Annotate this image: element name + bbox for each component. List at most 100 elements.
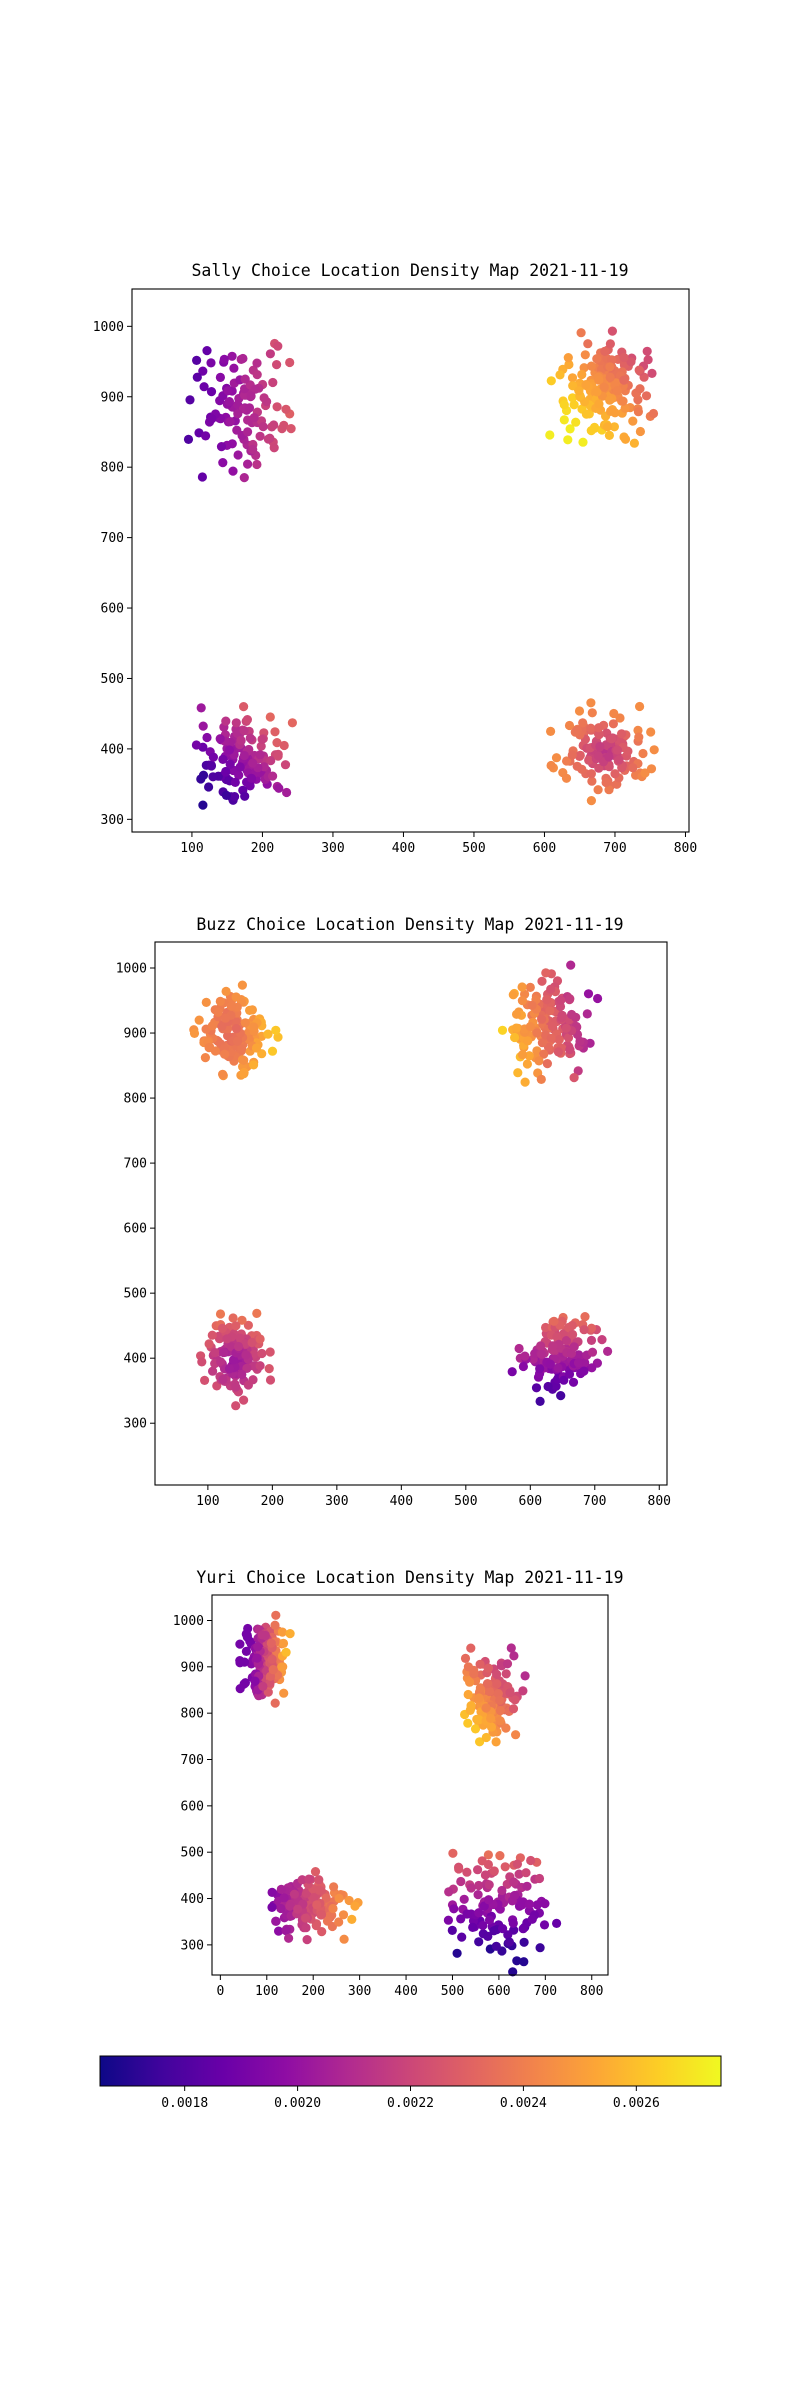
- data-point: [594, 399, 604, 409]
- data-point: [521, 1868, 531, 1878]
- data-point: [268, 771, 278, 781]
- data-point: [474, 1937, 484, 1947]
- y-tick-label: 400: [124, 1352, 147, 1367]
- x-axis: 100 200 300 400 500 600 700 800: [180, 832, 697, 856]
- data-point: [506, 1643, 516, 1653]
- y-tick-label: 900: [181, 1660, 204, 1675]
- data-point: [556, 995, 566, 1005]
- data-point: [594, 723, 604, 733]
- data-point: [603, 1346, 613, 1356]
- y-tick-label: 600: [101, 602, 124, 617]
- data-point: [581, 380, 591, 390]
- data-point: [208, 752, 218, 762]
- data-point: [527, 1000, 537, 1011]
- data-point: [245, 1005, 255, 1016]
- x-tick-label: 800: [648, 1494, 671, 1509]
- data-point: [564, 1369, 575, 1379]
- data-point: [201, 997, 211, 1008]
- data-point: [539, 1049, 549, 1059]
- y-tick-label: 900: [101, 390, 124, 405]
- data-point: [334, 1917, 344, 1927]
- x-tick-label: 700: [534, 1984, 557, 1999]
- data-point: [605, 395, 615, 405]
- data-point: [279, 1688, 289, 1698]
- data-point: [245, 733, 255, 743]
- data-point: [207, 414, 217, 424]
- data-point: [495, 1695, 505, 1705]
- data-point: [564, 1322, 574, 1333]
- data-point: [250, 1676, 260, 1686]
- data-point: [599, 382, 609, 392]
- x-tick-label: 0: [216, 1984, 224, 1999]
- data-point: [344, 1895, 354, 1906]
- data-point: [231, 1382, 241, 1392]
- data-point: [265, 1347, 275, 1357]
- data-point: [526, 1855, 536, 1866]
- data-point: [463, 1662, 473, 1672]
- data-point: [199, 382, 209, 392]
- data-point: [347, 1914, 357, 1924]
- data-point: [255, 1361, 265, 1371]
- data-point: [552, 1918, 562, 1928]
- data-point: [221, 790, 231, 801]
- data-point: [553, 1363, 563, 1373]
- data-point: [600, 346, 610, 356]
- data-point: [235, 1684, 245, 1694]
- data-point: [243, 459, 253, 469]
- data-point: [508, 1918, 518, 1928]
- data-point: [483, 1931, 493, 1941]
- data-point: [509, 1651, 519, 1661]
- data-point: [607, 734, 617, 744]
- y-tick-label: 300: [124, 1417, 147, 1432]
- data-point: [522, 1059, 533, 1069]
- data-point: [244, 403, 255, 413]
- data-point: [546, 984, 556, 994]
- data-point: [542, 1059, 553, 1069]
- data-point: [518, 1924, 528, 1934]
- data-point: [256, 741, 266, 751]
- data-point: [255, 750, 265, 760]
- data-point: [239, 1657, 250, 1667]
- data-point: [517, 1050, 528, 1060]
- data-point: [257, 734, 267, 744]
- data-point: [258, 1681, 268, 1691]
- data-point: [534, 1056, 544, 1066]
- data-point: [569, 1073, 579, 1083]
- data-point: [531, 1383, 542, 1393]
- data-point: [594, 763, 604, 773]
- data-point: [522, 1881, 532, 1891]
- data-point: [473, 1890, 483, 1900]
- data-point: [222, 1334, 232, 1344]
- data-point: [215, 734, 225, 744]
- data-point: [228, 1355, 239, 1365]
- data-point: [605, 339, 616, 349]
- data-point: [226, 1001, 236, 1011]
- data-point: [610, 408, 620, 418]
- data-point: [270, 1698, 280, 1708]
- data-point: [571, 417, 581, 427]
- colorbar: 0.0018 0.0020 0.0022 0.0024 0.0026: [99, 2055, 722, 2111]
- x-axis: 0 100 200 300 400 500 600 700 800: [216, 1975, 603, 1999]
- data-point: [628, 416, 638, 426]
- data-point: [502, 1659, 513, 1669]
- data-point: [508, 1967, 518, 1977]
- data-point: [537, 1038, 548, 1048]
- data-point: [466, 1883, 476, 1893]
- data-point: [638, 748, 648, 759]
- data-point: [247, 1337, 257, 1348]
- data-point: [228, 466, 238, 476]
- data-point: [293, 1904, 303, 1914]
- data-point: [249, 1060, 259, 1070]
- data-point: [197, 1357, 207, 1367]
- data-point: [242, 1363, 252, 1373]
- data-point: [207, 1021, 217, 1031]
- data-point: [604, 430, 615, 440]
- data-point: [633, 725, 643, 736]
- data-point: [580, 350, 590, 360]
- data-point: [444, 1887, 454, 1897]
- data-point: [268, 1665, 278, 1675]
- data-point: [304, 1874, 314, 1884]
- data-point: [278, 1638, 289, 1648]
- data-point: [206, 387, 217, 397]
